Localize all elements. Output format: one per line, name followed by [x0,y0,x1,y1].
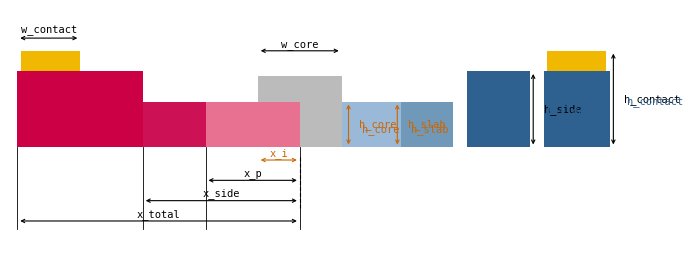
Bar [80,71,143,147]
Bar [258,102,300,147]
Bar [544,71,610,147]
Text: w_contact: w_contact [21,25,77,36]
Text: x_p: x_p [243,169,262,179]
Text: x_i: x_i [270,148,288,159]
Bar [401,102,453,147]
Text: x_total: x_total [137,209,181,220]
Text: h_core: h_core [362,124,400,135]
Bar [17,71,80,147]
Bar [467,71,530,147]
Text: h_side: h_side [547,106,585,117]
Text: h_core: h_core [359,119,397,130]
Text: w_core: w_core [281,40,319,50]
Text: x_side: x_side [203,188,240,199]
Text: h_contact: h_contact [624,94,680,104]
Text: h_contact: h_contact [627,96,684,107]
Bar [206,102,258,147]
Bar [258,76,342,147]
Bar [21,51,80,71]
Text: h_slab: h_slab [408,119,445,130]
Bar [342,102,401,147]
Bar [143,102,258,147]
Text: h_side: h_side [544,104,581,115]
Text: h_slab: h_slab [411,124,449,135]
Bar [547,51,606,71]
